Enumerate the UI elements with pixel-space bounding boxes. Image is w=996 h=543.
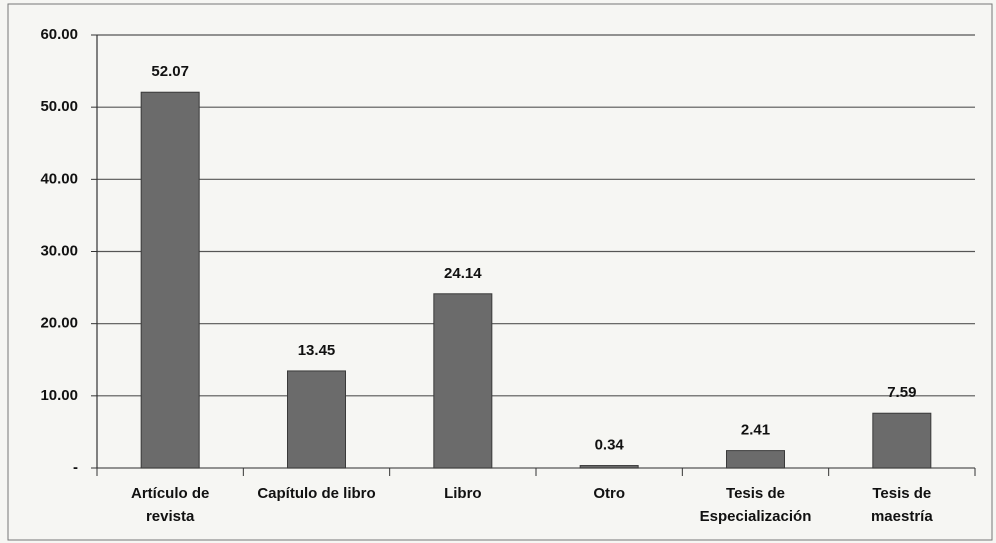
chart-frame xyxy=(7,3,993,541)
data-label: 0.34 xyxy=(595,437,625,454)
data-label: 2.41 xyxy=(741,422,770,439)
bar xyxy=(433,293,493,469)
x-tick-label: Libro xyxy=(444,485,482,502)
data-label: 52.07 xyxy=(151,63,189,80)
bar xyxy=(287,370,346,469)
x-tick-label: Tesis de xyxy=(872,485,931,502)
x-tick-label: Capítulo de libro xyxy=(257,485,375,502)
x-tick-label: maestría xyxy=(871,508,933,525)
y-tick-label: - xyxy=(73,459,78,476)
y-tick-label: 60.00 xyxy=(40,26,78,43)
bar xyxy=(872,412,932,469)
bar xyxy=(140,91,200,469)
x-tick-label: Especialización xyxy=(700,508,812,525)
data-label: 13.45 xyxy=(298,342,336,359)
y-tick-label: 10.00 xyxy=(40,387,78,404)
bar xyxy=(579,465,639,469)
x-tick-label: Artículo de xyxy=(131,485,209,502)
data-label: 7.59 xyxy=(887,384,916,401)
bar xyxy=(726,450,785,469)
x-tick-label: revista xyxy=(146,508,195,525)
x-tick-label: Tesis de xyxy=(726,485,785,502)
y-tick-label: 50.00 xyxy=(40,98,78,115)
y-tick-label: 20.00 xyxy=(40,315,78,332)
y-tick-label: 40.00 xyxy=(40,170,78,187)
data-label: 24.14 xyxy=(444,265,482,282)
y-tick-label: 30.00 xyxy=(40,242,78,259)
x-tick-label: Otro xyxy=(593,485,625,502)
